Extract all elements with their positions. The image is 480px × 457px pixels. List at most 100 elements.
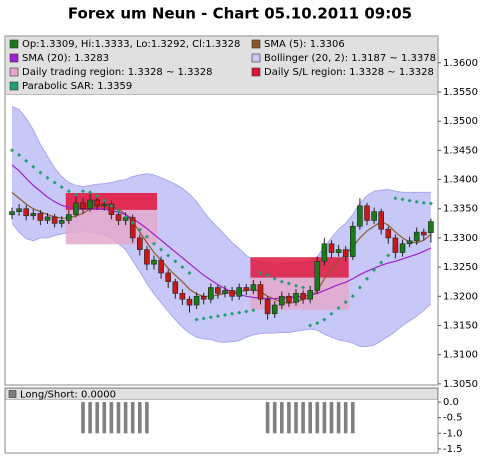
candle-body	[400, 244, 405, 253]
candle-body	[308, 290, 313, 299]
y-tick-label: 1.3250	[443, 262, 478, 273]
y-tick-label: 1.3350	[443, 204, 478, 215]
legend-label: Daily trading region: 1.3328 ~ 1.3328	[22, 67, 213, 78]
bar	[103, 402, 107, 433]
bar	[308, 402, 312, 433]
candle-body	[17, 209, 22, 212]
candle-body	[272, 305, 277, 314]
bar	[88, 402, 92, 433]
candle-body	[166, 273, 171, 282]
bar	[124, 402, 128, 433]
candle-body	[81, 203, 86, 209]
bar	[131, 402, 135, 433]
bar	[280, 402, 284, 433]
candle-body	[24, 209, 29, 216]
candle-body	[152, 260, 157, 264]
candle-body	[393, 238, 398, 253]
legend-swatch	[252, 54, 260, 62]
candle-body	[265, 299, 270, 314]
y-tick-label: -0.5	[443, 413, 463, 424]
bar	[301, 402, 305, 433]
bar	[294, 402, 298, 433]
y-tick-label: 1.3500	[443, 116, 478, 127]
legend-label: SMA (5): 1.3306	[264, 39, 345, 50]
bar	[95, 402, 99, 433]
candle-body	[223, 290, 228, 293]
legend-label: Bollinger (20, 2): 1.3187 ~ 1.3378	[264, 53, 436, 64]
candle-body	[428, 222, 433, 233]
candle-body	[144, 250, 149, 265]
candle-body	[59, 220, 64, 223]
candle-body	[237, 288, 242, 297]
candle-body	[10, 212, 15, 215]
legend-swatch	[10, 68, 18, 76]
candle-body	[315, 261, 320, 290]
candle-body	[386, 229, 391, 238]
bar	[145, 402, 149, 433]
candle-body	[251, 285, 256, 291]
candle-body	[173, 282, 178, 294]
candle-body	[279, 296, 284, 305]
candle-body	[95, 200, 100, 206]
legend-swatch	[252, 68, 260, 76]
candle-body	[88, 200, 93, 209]
y-tick-label: 1.3600	[443, 58, 478, 69]
candle-body	[194, 296, 199, 305]
candle-body	[159, 260, 164, 273]
bar	[287, 402, 291, 433]
candle-body	[208, 288, 213, 300]
legend-swatch	[10, 54, 18, 62]
y-tick-label: 1.3100	[443, 350, 478, 361]
y-tick-label: -1.0	[443, 428, 463, 439]
bar	[323, 402, 327, 433]
candle-body	[230, 290, 235, 296]
chart-title: Forex um Neun - Chart 05.10.2011 09:05	[68, 5, 412, 23]
y-tick-label: 1.3450	[443, 145, 478, 156]
candle-body	[407, 241, 412, 244]
candle-body	[294, 293, 299, 302]
candle-body	[130, 218, 135, 238]
bar	[81, 402, 85, 433]
candle-body	[31, 213, 36, 215]
legend-label: Daily S/L region: 1.3328 ~ 1.3328	[264, 67, 434, 78]
y-tick-label: 1.3300	[443, 233, 478, 244]
candle-body	[258, 285, 263, 300]
candle-body	[421, 232, 426, 235]
candle-body	[137, 238, 142, 250]
bar	[316, 402, 320, 433]
bar	[138, 402, 142, 433]
candle-body	[52, 217, 57, 223]
candle-body	[45, 217, 50, 221]
y-tick-label: 1.3050	[443, 379, 478, 390]
candle-body	[102, 204, 107, 206]
candle-body	[180, 293, 185, 299]
candle-body	[414, 232, 419, 241]
y-tick-label: 1.3550	[443, 87, 478, 98]
candle-body	[322, 244, 327, 262]
candle-body	[329, 244, 334, 253]
legend-label: Op:1.3309, Hi:1.3333, Lo:1.3292, Cl:1.33…	[22, 39, 240, 50]
candle-body	[379, 212, 384, 230]
bar	[266, 402, 270, 433]
candle-body	[116, 215, 121, 221]
candle-body	[38, 213, 43, 220]
candle-body	[286, 296, 291, 302]
bar	[351, 402, 355, 433]
candle-body	[301, 293, 306, 299]
legend-label: Parabolic SAR: 1.3359	[22, 81, 132, 92]
candle-body	[215, 288, 220, 294]
candle-body	[244, 288, 249, 291]
bar	[344, 402, 348, 433]
y-tick-label: 1.3200	[443, 291, 478, 302]
legend-swatch	[9, 391, 16, 398]
candle-body	[372, 212, 377, 221]
bar	[117, 402, 121, 433]
candle-body	[357, 206, 362, 226]
candle-body	[365, 206, 370, 221]
panel-title: Long/Short: 0.0000	[20, 390, 116, 401]
candle-body	[343, 250, 348, 257]
y-tick-label: 1.3400	[443, 175, 478, 186]
y-tick-label: -1.5	[443, 444, 463, 455]
